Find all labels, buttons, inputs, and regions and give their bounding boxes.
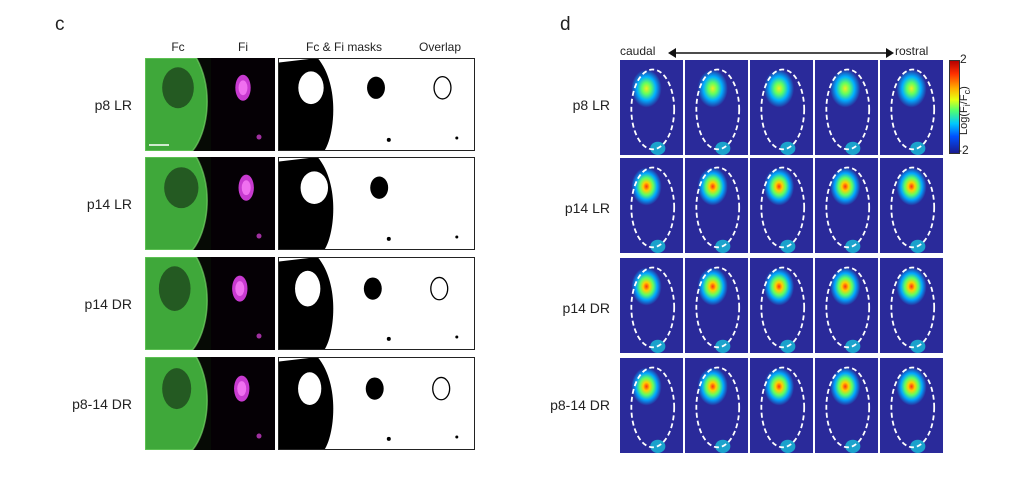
panel-d-heatmap-tile (620, 158, 683, 253)
panel-d-heatmap-tile (815, 358, 878, 453)
colorbar-min-label: -2 (958, 143, 969, 157)
colorbar (949, 60, 960, 154)
row-label-c-1: p14 LR (86, 196, 132, 212)
panel-c-tile-fc (145, 357, 211, 450)
panel-d-heatmap-grid (620, 60, 946, 453)
panel-d-heatmap-tile (815, 60, 878, 155)
panel-c-tile-overlap (410, 257, 475, 350)
column-label-fc: Fc (171, 40, 185, 54)
panel-d-heatmap-tile (750, 358, 813, 453)
panel-c-tile-mask-fi (344, 157, 408, 250)
panel-c-tile-mask-fc (278, 157, 344, 250)
panel-c-tile-fi (211, 58, 275, 151)
row-label-d-0: p8 LR (572, 97, 610, 113)
panel-c-mask-frame (278, 257, 475, 350)
panel-d-heatmap-tile (750, 60, 813, 155)
colorbar-title: Log(Fi/Fc) (958, 86, 973, 135)
panel-c-tile-fi (211, 357, 275, 450)
panel-c-tile-mask-fi (344, 58, 408, 151)
panel-c-tile-mask-fi (344, 257, 408, 350)
panel-d-heatmap-tile (815, 258, 878, 353)
panel-c-tile-fi (211, 157, 275, 250)
row-label-c-3: p8-14 DR (72, 396, 132, 412)
panel-d-heatmap-tile (750, 258, 813, 353)
panel-d-heatmap-tile (620, 60, 683, 155)
row-label-d-1: p14 LR (564, 200, 610, 216)
panel-c-tile-fc (145, 58, 211, 151)
panel-d-heatmap-tile (880, 158, 943, 253)
row-label-c-2: p14 DR (84, 296, 132, 312)
axis-label-rostral: rostral (895, 44, 929, 58)
panel-d-heatmap-tile (685, 158, 748, 253)
panel-c-mask-frame (278, 157, 475, 250)
panel-c-tile-mask-fc (278, 58, 344, 151)
axis-label-caudal: caudal (620, 44, 656, 58)
panel-c-mask-frame (278, 58, 475, 151)
panel-c-mask-frame (278, 357, 475, 450)
panel-d-heatmap-tile (685, 258, 748, 353)
panel-d-heatmap-tile (815, 158, 878, 253)
panel-c-image-grid (145, 58, 475, 453)
row-label-d-3: p8-14 DR (550, 397, 610, 413)
panel-c-tile-overlap (410, 357, 475, 450)
colorbar-max-label: 2 (960, 52, 967, 66)
panel-d-heatmap-tile (880, 60, 943, 155)
column-label-overlap: Overlap (418, 40, 462, 54)
panel-d-heatmap-tile (880, 258, 943, 353)
panel-c-tile-overlap (410, 58, 475, 151)
caudal-rostral-arrow (668, 48, 894, 58)
panel-c-tile-overlap (410, 157, 475, 250)
panel-d-heatmap-tile (685, 60, 748, 155)
panel-c-tile-mask-fc (278, 257, 344, 350)
panel-c-tile-fc (145, 257, 211, 350)
row-label-d-2: p14 DR (562, 300, 610, 316)
column-label-masks: Fc & Fi masks (305, 40, 382, 54)
row-label-c-0: p8 LR (94, 97, 132, 113)
column-label-fi: Fi (238, 40, 248, 54)
panel-c-tile-mask-fc (278, 357, 344, 450)
panel-d-heatmap-tile (880, 358, 943, 453)
panel-d-letter: d (560, 14, 571, 35)
panel-c-letter: c (55, 14, 65, 35)
panel-d-heatmap-tile (750, 158, 813, 253)
panel-d-heatmap-tile (620, 358, 683, 453)
panel-c-tile-fc (145, 157, 211, 250)
panel-d-heatmap-tile (620, 258, 683, 353)
panel-d-heatmap-tile (685, 358, 748, 453)
panel-c-tile-fi (211, 257, 275, 350)
panel-c-tile-mask-fi (344, 357, 408, 450)
